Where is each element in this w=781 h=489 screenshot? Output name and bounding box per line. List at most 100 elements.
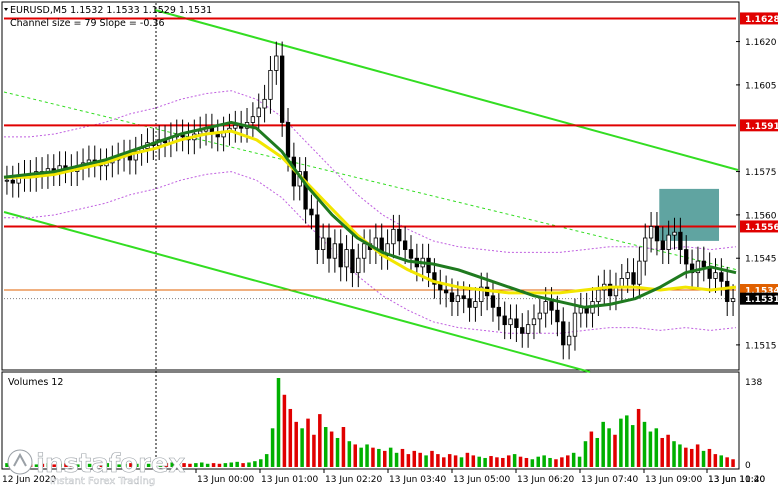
volume-bar — [93, 463, 98, 467]
instaforex-logo-icon — [7, 449, 33, 475]
level-tag-label-3: 1.1534 — [745, 287, 780, 297]
volume-bar — [40, 463, 45, 467]
y-tick-label: 1.1605 — [745, 81, 777, 91]
ema-green-line — [3, 120, 737, 309]
candle-body — [215, 133, 220, 138]
volume-bar — [52, 464, 56, 467]
volume-bar — [329, 431, 334, 467]
candle-body — [467, 298, 472, 308]
candle-body — [654, 226, 660, 242]
volume-bar — [235, 461, 239, 467]
candle-body — [432, 272, 437, 285]
candle-body — [637, 260, 642, 285]
volume-bar — [105, 463, 110, 467]
volume-bar — [566, 455, 570, 467]
volume-bar — [87, 463, 92, 467]
volume-bar — [447, 454, 452, 467]
candle-body — [549, 301, 554, 311]
candle-body — [701, 260, 706, 268]
volume-bar — [318, 414, 322, 467]
candle-body — [502, 315, 507, 326]
candle-body — [262, 98, 267, 109]
volume-bar — [412, 450, 417, 467]
candle-body — [268, 70, 273, 100]
volume-bar — [306, 418, 310, 467]
x-tick-label: 13 Jun 09:00 — [645, 475, 702, 485]
volume-bar — [111, 463, 115, 467]
volume-bar — [701, 450, 706, 467]
envelope-lower — [4, 171, 737, 334]
volume-bar — [76, 464, 80, 467]
volume-bar — [323, 427, 328, 467]
volume-bar — [158, 463, 163, 467]
candle-body — [408, 249, 414, 259]
volume-bar — [365, 444, 369, 467]
volume-bar — [489, 456, 493, 467]
y-tick-label: 1.1515 — [745, 341, 777, 351]
candle-body — [280, 55, 285, 123]
candle-body — [309, 208, 314, 216]
volume-bar — [571, 452, 576, 467]
volume-bar — [170, 462, 174, 467]
x-tick-label: 13 Jun 10:20 — [708, 475, 765, 485]
volume-bar — [353, 444, 357, 467]
candle-body — [10, 179, 15, 184]
current-price-tag — [740, 292, 778, 305]
candle-body — [320, 237, 326, 250]
candle-body — [274, 55, 279, 71]
volume-bar — [678, 444, 682, 467]
candle-body — [256, 107, 261, 118]
candle-body — [356, 257, 361, 274]
candle-body — [438, 283, 443, 291]
candle-body — [725, 280, 730, 302]
candle-body — [461, 295, 466, 300]
candle-body — [332, 243, 338, 259]
volume-bar — [424, 455, 428, 467]
candle-body — [397, 228, 402, 242]
volume-bar — [695, 444, 700, 467]
volume-bar — [388, 447, 393, 467]
volume-bar — [512, 454, 517, 467]
volume-bar — [229, 462, 234, 467]
volume-bar — [666, 434, 670, 467]
candle-body — [713, 272, 718, 279]
candle-body — [426, 257, 431, 274]
level-tag-label-0: 1.1628 — [745, 15, 780, 25]
candle-body — [133, 150, 138, 161]
x-tick-label: 13 Jun 11:40 — [708, 475, 765, 485]
candle-body — [233, 124, 238, 129]
volume-bar — [188, 463, 192, 467]
candle-body — [555, 309, 560, 323]
volume-bar — [713, 454, 718, 467]
volume-bar — [672, 441, 676, 467]
candle-body — [285, 122, 291, 158]
candle-body — [625, 272, 630, 279]
price-panel-frame — [1, 1, 740, 371]
header-arrow-icon — [4, 8, 8, 11]
candle-body — [525, 324, 531, 334]
level-tag-2 — [740, 220, 778, 233]
volume-bar — [241, 463, 245, 467]
volume-bar — [465, 452, 470, 467]
volume-bar — [282, 394, 287, 467]
x-tick-label: 13 Jun 07:40 — [581, 475, 638, 485]
y-tick-label: 1.1560 — [745, 211, 777, 221]
volume-bar — [371, 447, 375, 467]
channel-lower-line — [3, 211, 591, 373]
candle-body — [531, 318, 537, 326]
instaforex-watermark: instaforex Instant Forex Trading — [7, 449, 186, 487]
candle-body — [344, 249, 349, 268]
volume-bar — [406, 454, 411, 467]
volume-bar — [223, 463, 228, 467]
volume-bar — [205, 463, 210, 467]
x-tick-label: 13 Jun 02:20 — [325, 475, 382, 485]
volume-bar — [194, 463, 198, 467]
volume-bar — [642, 421, 647, 467]
volume-bar — [684, 447, 688, 467]
volume-bar — [430, 450, 434, 467]
x-tick-label: 13 Jun 01:00 — [261, 475, 318, 485]
volume-bar — [731, 459, 735, 467]
volume-bar — [725, 457, 729, 467]
volume-bar — [442, 457, 446, 467]
volume-tick-label: 0 — [745, 461, 751, 471]
